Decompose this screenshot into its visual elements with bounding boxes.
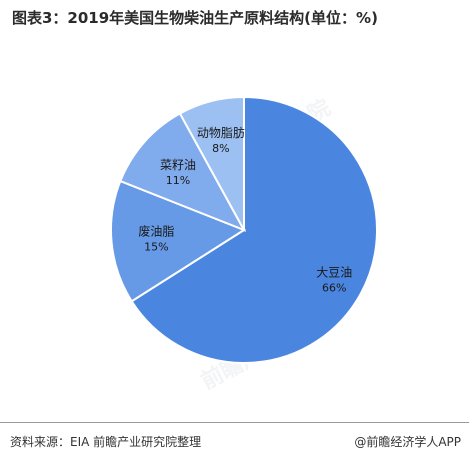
slice-label-3: 菜籽油	[160, 158, 196, 172]
slice-value-4: 8%	[212, 142, 229, 155]
slice-value-3: 11%	[166, 174, 190, 187]
slice-label-1: 大豆油	[316, 266, 352, 280]
slice-label-2: 废油脂	[138, 223, 174, 238]
pie-slice-4	[178, 95, 245, 231]
pie-slice-2	[110, 179, 247, 303]
source-note: 资料来源：EIA 前瞻产业研究院整理	[10, 435, 202, 449]
brand-credit: @前瞻经济学人APP	[354, 435, 461, 449]
footer: 资料来源：EIA 前瞻产业研究院整理 @前瞻经济学人APP	[0, 422, 469, 455]
slice-value-2: 15%	[144, 240, 168, 253]
slice-value-1: 66%	[322, 282, 346, 295]
pie-slice-3	[119, 112, 247, 232]
pie-labels: 大豆油 66% 废油脂 15% 菜籽油 11% 动物脂肪 8%	[138, 125, 352, 295]
slice-label-4: 动物脂肪	[197, 125, 245, 140]
pie-slices	[110, 95, 378, 364]
pie-slice-1	[130, 95, 378, 364]
chart-title: 图表3：2019年美国生物柴油生产原料结构(单位：%)	[12, 9, 378, 27]
